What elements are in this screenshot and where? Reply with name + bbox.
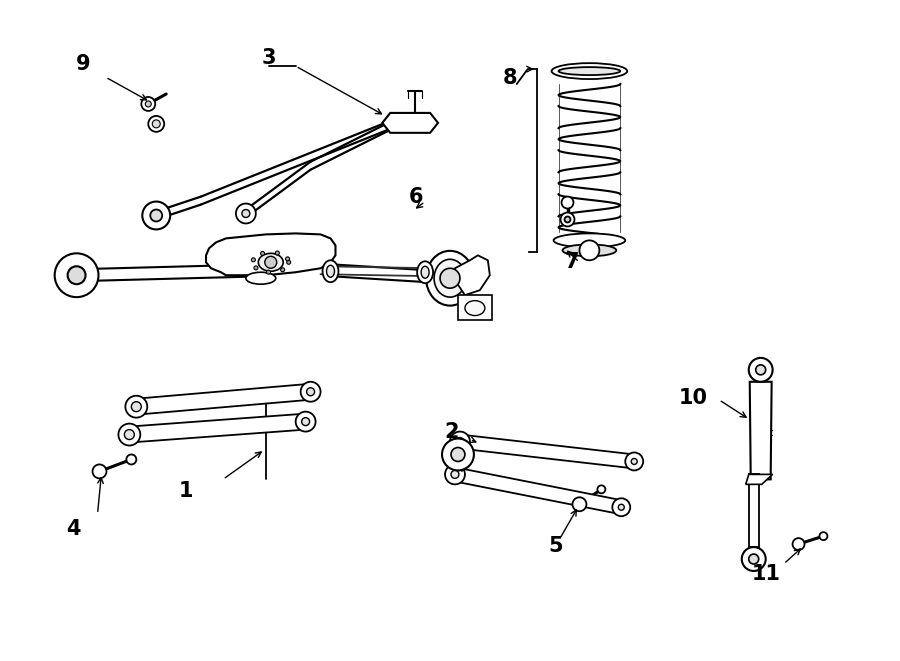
Circle shape bbox=[442, 438, 474, 471]
Circle shape bbox=[275, 251, 279, 255]
Polygon shape bbox=[455, 255, 490, 295]
Circle shape bbox=[125, 396, 148, 418]
Circle shape bbox=[81, 284, 86, 289]
Polygon shape bbox=[458, 295, 491, 320]
Circle shape bbox=[281, 268, 284, 272]
Circle shape bbox=[266, 270, 271, 274]
Circle shape bbox=[93, 465, 106, 479]
Circle shape bbox=[55, 253, 98, 297]
Circle shape bbox=[612, 498, 630, 516]
Ellipse shape bbox=[554, 233, 626, 247]
Circle shape bbox=[152, 120, 160, 128]
Circle shape bbox=[440, 268, 460, 288]
Ellipse shape bbox=[559, 67, 620, 75]
Text: 9: 9 bbox=[76, 54, 91, 74]
Text: 7: 7 bbox=[564, 253, 579, 272]
Polygon shape bbox=[746, 475, 772, 485]
Ellipse shape bbox=[322, 260, 338, 282]
Circle shape bbox=[287, 260, 291, 264]
Circle shape bbox=[819, 532, 827, 540]
Circle shape bbox=[580, 241, 599, 260]
Ellipse shape bbox=[421, 266, 429, 278]
Polygon shape bbox=[749, 475, 759, 547]
Text: 1: 1 bbox=[179, 481, 194, 501]
Circle shape bbox=[598, 485, 606, 493]
Circle shape bbox=[301, 382, 320, 402]
Circle shape bbox=[749, 358, 772, 382]
Polygon shape bbox=[136, 384, 311, 414]
Circle shape bbox=[631, 459, 637, 465]
Text: 6: 6 bbox=[409, 186, 423, 207]
Circle shape bbox=[562, 196, 573, 208]
Circle shape bbox=[251, 258, 256, 262]
Text: 10: 10 bbox=[679, 388, 707, 408]
Circle shape bbox=[445, 465, 465, 485]
Circle shape bbox=[68, 262, 73, 266]
Circle shape bbox=[261, 251, 265, 255]
Ellipse shape bbox=[327, 265, 335, 277]
Ellipse shape bbox=[246, 272, 275, 284]
Circle shape bbox=[307, 388, 315, 396]
Text: 3: 3 bbox=[262, 48, 276, 68]
Ellipse shape bbox=[417, 261, 433, 283]
Circle shape bbox=[456, 438, 464, 446]
Circle shape bbox=[148, 116, 164, 132]
Circle shape bbox=[564, 217, 571, 223]
Circle shape bbox=[150, 210, 162, 221]
Polygon shape bbox=[750, 382, 771, 479]
Circle shape bbox=[749, 554, 759, 564]
Ellipse shape bbox=[562, 245, 616, 256]
Circle shape bbox=[61, 273, 66, 278]
Circle shape bbox=[145, 101, 151, 107]
Circle shape bbox=[124, 430, 134, 440]
Ellipse shape bbox=[434, 259, 466, 297]
Circle shape bbox=[742, 547, 766, 571]
Circle shape bbox=[254, 266, 258, 270]
Circle shape bbox=[236, 204, 256, 223]
Circle shape bbox=[296, 412, 316, 432]
Circle shape bbox=[793, 538, 805, 550]
Polygon shape bbox=[459, 434, 635, 469]
Text: 8: 8 bbox=[502, 68, 517, 88]
Polygon shape bbox=[129, 414, 306, 442]
Circle shape bbox=[572, 497, 587, 511]
Text: 11: 11 bbox=[752, 564, 781, 584]
Circle shape bbox=[81, 262, 86, 266]
Circle shape bbox=[265, 256, 276, 268]
Ellipse shape bbox=[465, 301, 485, 315]
Circle shape bbox=[451, 471, 459, 479]
Circle shape bbox=[618, 504, 625, 510]
Polygon shape bbox=[382, 113, 438, 133]
Circle shape bbox=[561, 212, 574, 227]
Circle shape bbox=[141, 97, 155, 111]
Polygon shape bbox=[454, 467, 623, 514]
Circle shape bbox=[450, 432, 470, 451]
Circle shape bbox=[68, 284, 73, 289]
Circle shape bbox=[87, 273, 92, 278]
Circle shape bbox=[302, 418, 310, 426]
Circle shape bbox=[285, 257, 290, 261]
Circle shape bbox=[626, 453, 644, 471]
Ellipse shape bbox=[552, 63, 627, 79]
Circle shape bbox=[131, 402, 141, 412]
Text: 4: 4 bbox=[67, 519, 81, 539]
Polygon shape bbox=[206, 233, 336, 275]
Circle shape bbox=[119, 424, 140, 446]
Ellipse shape bbox=[426, 251, 474, 305]
Text: 5: 5 bbox=[548, 536, 562, 556]
Circle shape bbox=[451, 447, 465, 461]
Circle shape bbox=[126, 455, 136, 465]
Circle shape bbox=[68, 266, 86, 284]
Text: 2: 2 bbox=[445, 422, 459, 442]
Circle shape bbox=[242, 210, 250, 217]
Ellipse shape bbox=[258, 253, 284, 271]
Circle shape bbox=[142, 202, 170, 229]
Circle shape bbox=[756, 365, 766, 375]
